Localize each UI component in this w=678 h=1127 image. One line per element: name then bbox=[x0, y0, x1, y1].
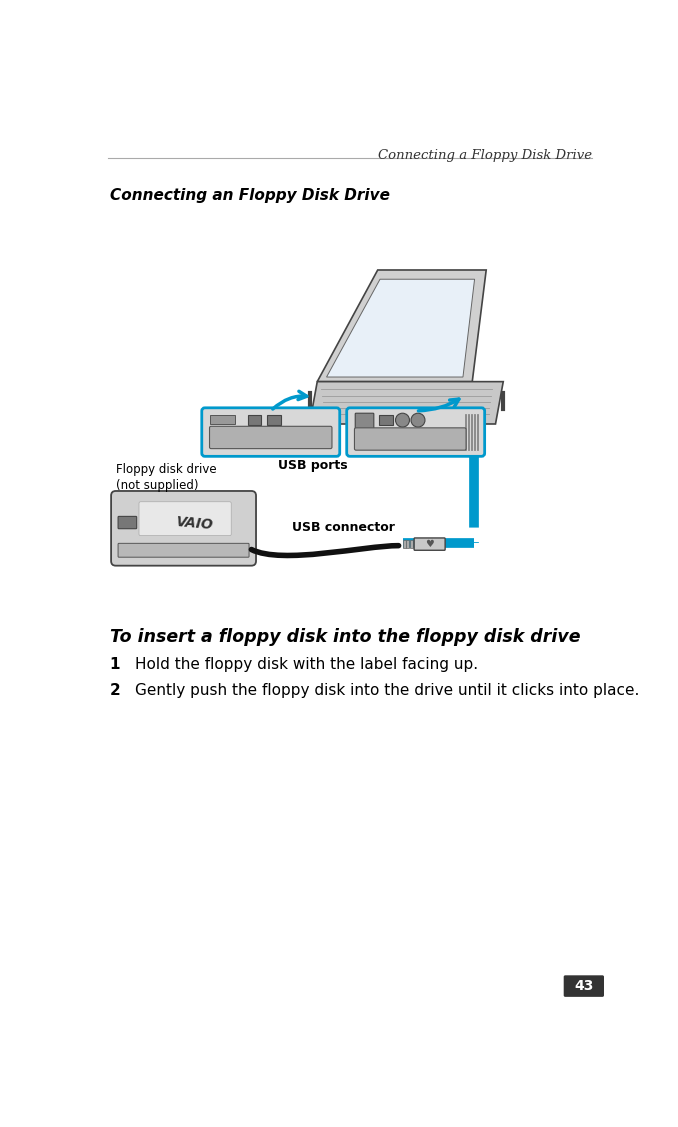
FancyBboxPatch shape bbox=[111, 491, 256, 566]
Text: USB ports: USB ports bbox=[279, 460, 348, 472]
FancyBboxPatch shape bbox=[410, 540, 414, 548]
FancyBboxPatch shape bbox=[403, 540, 405, 548]
Circle shape bbox=[395, 414, 410, 427]
FancyBboxPatch shape bbox=[414, 538, 445, 550]
FancyBboxPatch shape bbox=[563, 975, 604, 997]
Text: 2: 2 bbox=[110, 683, 120, 699]
Text: 1: 1 bbox=[110, 657, 120, 673]
Text: ♥: ♥ bbox=[425, 539, 434, 549]
Text: USB connector: USB connector bbox=[292, 521, 395, 534]
FancyBboxPatch shape bbox=[477, 414, 479, 450]
Text: Hold the floppy disk with the label facing up.: Hold the floppy disk with the label faci… bbox=[135, 657, 478, 673]
FancyBboxPatch shape bbox=[202, 408, 340, 456]
Polygon shape bbox=[327, 279, 475, 378]
Circle shape bbox=[411, 414, 425, 427]
Polygon shape bbox=[387, 411, 426, 420]
FancyBboxPatch shape bbox=[464, 414, 466, 450]
FancyBboxPatch shape bbox=[355, 414, 374, 428]
FancyBboxPatch shape bbox=[210, 426, 332, 449]
FancyBboxPatch shape bbox=[267, 415, 281, 425]
FancyBboxPatch shape bbox=[468, 414, 469, 450]
FancyBboxPatch shape bbox=[346, 408, 485, 456]
FancyBboxPatch shape bbox=[355, 428, 466, 450]
Text: Connecting a Floppy Disk Drive: Connecting a Floppy Disk Drive bbox=[378, 149, 593, 162]
Text: VAIO: VAIO bbox=[176, 515, 214, 533]
FancyBboxPatch shape bbox=[118, 516, 137, 529]
Text: 43: 43 bbox=[574, 979, 593, 993]
Text: To insert a floppy disk into the floppy disk drive: To insert a floppy disk into the floppy … bbox=[110, 628, 580, 646]
FancyBboxPatch shape bbox=[379, 415, 393, 425]
Text: Gently push the floppy disk into the drive until it clicks into place.: Gently push the floppy disk into the dri… bbox=[135, 683, 639, 699]
FancyBboxPatch shape bbox=[139, 502, 231, 535]
FancyBboxPatch shape bbox=[406, 540, 410, 548]
FancyBboxPatch shape bbox=[118, 543, 249, 557]
Polygon shape bbox=[317, 270, 486, 382]
Polygon shape bbox=[309, 382, 503, 424]
FancyBboxPatch shape bbox=[474, 414, 475, 450]
Text: Floppy disk drive
(not supplied): Floppy disk drive (not supplied) bbox=[116, 463, 216, 491]
FancyBboxPatch shape bbox=[471, 414, 473, 450]
FancyBboxPatch shape bbox=[247, 415, 262, 425]
Text: Connecting an Floppy Disk Drive: Connecting an Floppy Disk Drive bbox=[110, 187, 390, 203]
FancyBboxPatch shape bbox=[210, 415, 235, 424]
